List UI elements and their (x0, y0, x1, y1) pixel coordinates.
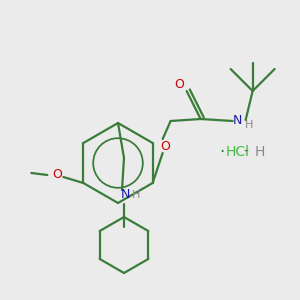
Text: HCl: HCl (226, 145, 250, 159)
Text: ·: · (219, 143, 225, 161)
Text: H: H (255, 145, 266, 159)
Text: -: - (244, 145, 248, 159)
Text: H: H (244, 120, 253, 130)
Text: N: N (120, 188, 130, 202)
Text: O: O (161, 140, 171, 152)
Text: H: H (132, 190, 140, 200)
Text: O: O (52, 167, 62, 181)
Text: O: O (175, 77, 184, 91)
Text: N: N (233, 113, 242, 127)
